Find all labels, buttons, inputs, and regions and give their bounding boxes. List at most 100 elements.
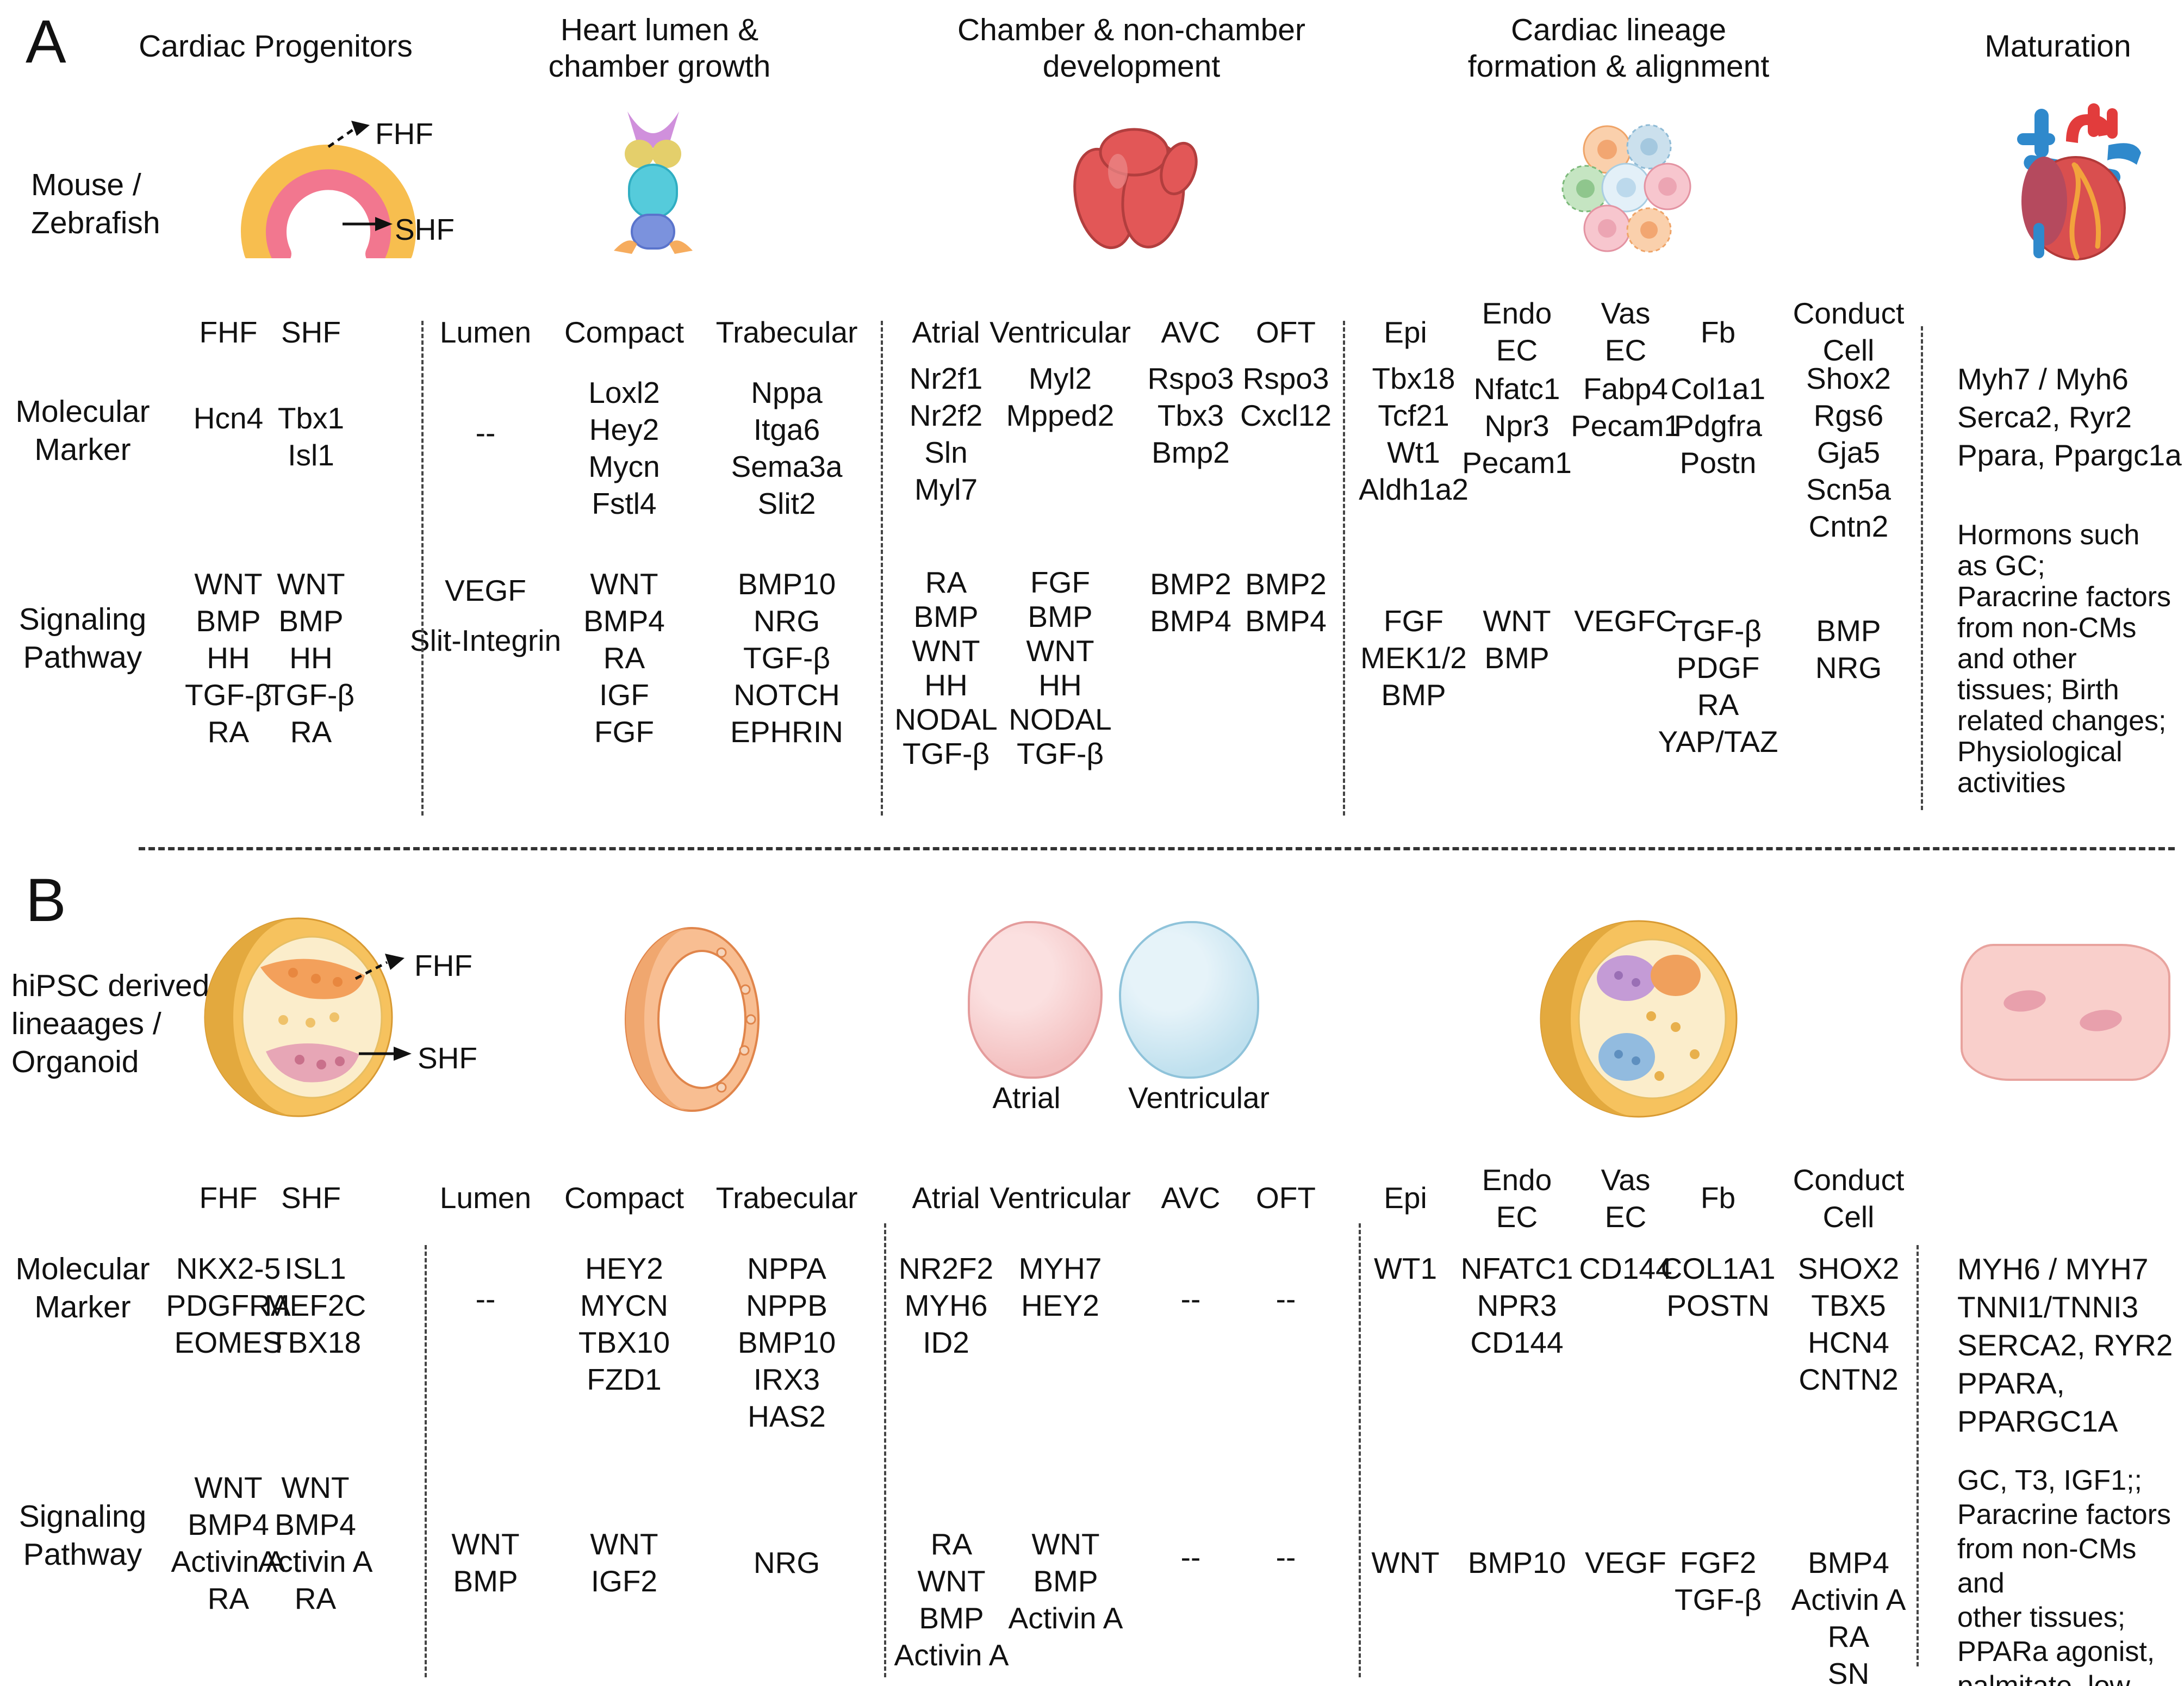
subheader-a-ventricular: Ventricular	[990, 315, 1131, 349]
adult-heart-icon	[2006, 101, 2148, 261]
subheader-b-ventricular: Ventricular	[990, 1181, 1131, 1215]
marker-b-endo-ec: NFATC1 NPR3 CD144	[1460, 1252, 1573, 1359]
signaling-b-trabecular: NRG	[753, 1546, 820, 1579]
signaling-a-fhf: WNT BMP HH TGF-β RA	[185, 567, 272, 749]
row-label-signaling-a: Signaling Pathway	[18, 602, 147, 675]
column-header-chamber-dev: Chamber & non-chamber development	[957, 13, 1305, 84]
subheader-a-endo-ec: Endo EC	[1482, 296, 1552, 367]
column-separator	[421, 321, 424, 816]
signaling-a-compact: WNT BMP4 RA IGF FGF	[583, 567, 665, 749]
marker-b-shf: ISL1 MEF2C TBX18	[264, 1252, 366, 1359]
row-label-marker-a: Molecular Marker	[15, 394, 150, 467]
column-separator	[884, 1223, 886, 1677]
marker-b-oft: --	[1275, 1282, 1296, 1316]
marker-a-atrial: Nr2f1 Nr2f2 Sln Myl7	[909, 362, 983, 506]
column-separator	[1921, 326, 1923, 810]
marker-b-conduct: SHOX2 TBX5 HCN4 CNTN2	[1797, 1252, 1900, 1396]
signaling-a-conduct: BMP NRG	[1815, 614, 1882, 685]
subheader-a-trabecular: Trabecular	[715, 315, 858, 349]
fhf-annotation-a: FHF	[375, 117, 433, 151]
signaling-a-maturation: Hormons such as GC; Paracrine factors fr…	[1957, 519, 2171, 799]
marker-a-avc: Rspo3 Tbx3 Bmp2	[1147, 362, 1234, 469]
subheader-b-fb: Fb	[1700, 1181, 1736, 1215]
muscle-tissue-icon	[1961, 944, 2170, 1081]
marker-a-shf: Tbx1 Isl1	[277, 401, 345, 472]
signaling-a-fb: TGF-β PDGF RA YAP/TAZ	[1658, 614, 1778, 758]
signaling-b-shf: WNT BMP4 Activin A RA	[258, 1471, 373, 1615]
column-header-maturation: Maturation	[1984, 29, 2131, 64]
subheader-a-fb: Fb	[1700, 315, 1736, 349]
column-separator	[425, 1245, 427, 1677]
shf-arrow-a-icon	[343, 213, 394, 235]
subheader-b-avc: AVC	[1161, 1181, 1221, 1215]
subheader-a-oft: OFT	[1256, 315, 1316, 349]
subheader-b-lumen: Lumen	[439, 1181, 532, 1215]
signaling-a-epi: FGF MEK1/2 BMP	[1360, 604, 1467, 712]
signaling-a-atrial: RA BMP WNT HH NODAL TGF-β	[894, 565, 998, 770]
subheader-b-compact: Compact	[564, 1181, 685, 1215]
atrial-sphere-icon	[968, 921, 1103, 1079]
fhf-arrow-b-icon	[352, 950, 409, 983]
signaling-a-endo-ec: WNT BMP	[1483, 604, 1551, 675]
signaling-a-lumen: VEGF Slit-Integrin	[409, 574, 562, 657]
marker-b-lumen: --	[475, 1282, 496, 1316]
panel-b-label: B	[26, 866, 66, 934]
marker-a-compact: Loxl2 Hey2 Mycn Fstl4	[588, 376, 660, 520]
subheader-b-oft: OFT	[1256, 1181, 1316, 1215]
marker-a-endo-ec: Nfatc1 Npr3 Pecam1	[1462, 372, 1572, 480]
signaling-b-oft: --	[1275, 1540, 1296, 1574]
marker-a-fhf: Hcn4	[193, 401, 264, 435]
marker-b-maturation: MYH6 / MYH7 TNNI1/TNNI3 SERCA2, RYR2 PPA…	[1957, 1252, 2173, 1438]
marker-b-fhf: NKX2-5 PDGFRA EOMES	[166, 1252, 291, 1359]
signaling-a-trabecular: BMP10 NRG TGF-β NOTCH EPHRIN	[730, 567, 843, 749]
signaling-b-conduct: BMP4 Activin A RA SN	[1791, 1546, 1906, 1686]
shf-annotation-b: SHF	[418, 1041, 477, 1075]
ventricular-sphere-label: Ventricular	[1128, 1081, 1270, 1115]
subheader-a-avc: AVC	[1161, 315, 1221, 349]
subheader-b-shf: SHF	[281, 1181, 341, 1215]
signaling-b-endo-ec: BMP10	[1467, 1546, 1566, 1579]
subheader-a-conduct: Conduct Cell	[1793, 296, 1905, 367]
row-label-signaling-b: Signaling Pathway	[18, 1499, 147, 1572]
column-separator	[881, 321, 883, 816]
marker-b-fb: COL1A1 POSTN	[1660, 1252, 1776, 1322]
panel-divider	[139, 847, 2175, 850]
signaling-b-compact: WNT IGF2	[590, 1527, 658, 1598]
subheader-b-vas-ec: Vas EC	[1601, 1163, 1651, 1234]
muscle-nucleus	[2002, 987, 2048, 1015]
cell-cluster-icon	[1561, 122, 1691, 256]
subheader-a-lumen: Lumen	[439, 315, 532, 349]
row-label-model-b: hiPSC derived lineaages / Organoid	[11, 968, 210, 1079]
marker-b-vas-ec: CD144	[1579, 1252, 1672, 1285]
marker-a-oft: Rspo3 Cxcl12	[1240, 362, 1332, 432]
marker-b-ventricular: MYH7 HEY2	[1018, 1252, 1102, 1322]
signaling-b-vas-ec: VEGF	[1585, 1546, 1666, 1579]
marker-b-epi: WT1	[1373, 1252, 1438, 1285]
signaling-a-oft: BMP2 BMP4	[1245, 567, 1327, 638]
marker-a-maturation: Myh7 / Myh6 Serca2, Ryr2 Ppara, Ppargc1a	[1957, 362, 2182, 472]
marker-a-conduct: Shox2 Rgs6 Gja5 Scn5a Cntn2	[1806, 362, 1891, 543]
subheader-a-compact: Compact	[564, 315, 685, 349]
marker-a-trabecular: Nppa Itga6 Sema3a Slit2	[731, 376, 843, 520]
shf-annotation-a: SHF	[395, 213, 455, 246]
looping-heart-icon	[1053, 122, 1210, 256]
panel-a-label: A	[26, 8, 66, 76]
marker-a-epi: Tbx18 Tcf21 Wt1 Aldh1a2	[1359, 362, 1469, 506]
signaling-b-lumen: WNT BMP	[451, 1527, 520, 1598]
marker-a-fb: Col1a1 Pdgfra Postn	[1670, 372, 1766, 480]
signaling-b-fhf: WNT BMP4 Activin A RA	[171, 1471, 286, 1615]
column-header-heart-lumen: Heart lumen & chamber growth	[548, 13, 771, 84]
signaling-a-ventricular: FGF BMP WNT HH NODAL TGF-β	[1009, 565, 1112, 770]
marker-a-vas-ec: Fabp4 Pecam1	[1571, 372, 1681, 443]
subheader-a-vas-ec: Vas EC	[1601, 296, 1651, 367]
ring-organoid-icon	[621, 924, 763, 1115]
column-separator	[1343, 321, 1345, 816]
organoid-fhf-shf-icon	[201, 916, 396, 1119]
subheader-a-shf: SHF	[281, 315, 341, 349]
column-header-cardiac-lineage: Cardiac lineage formation & alignment	[1467, 13, 1770, 84]
shf-arrow-b-icon	[359, 1043, 413, 1065]
signaling-b-ventricular: WNT BMP Activin A	[1008, 1527, 1123, 1635]
row-label-model-a: Mouse / Zebrafish	[31, 167, 160, 240]
marker-a-lumen: --	[475, 416, 496, 450]
